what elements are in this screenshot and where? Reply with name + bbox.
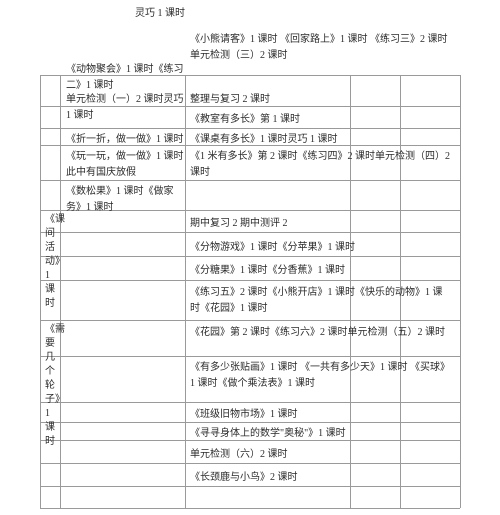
hline-9 xyxy=(40,280,460,281)
hline-11 xyxy=(40,356,460,357)
right-r8: 《分糖果》1 课时《分香蕉》1 课时 xyxy=(190,263,410,279)
top-lingqiao: 灵巧 1 课时 xyxy=(135,6,185,22)
hline-7 xyxy=(40,232,460,233)
hline-12 xyxy=(40,402,460,403)
right-r14: 单元检测（六）2 课时 xyxy=(190,447,410,463)
right-r3: 《课桌有多长》1 课时灵巧 1 课时 xyxy=(190,132,345,148)
vline-narrow xyxy=(60,75,61,508)
vline-mid xyxy=(185,75,186,508)
right-r13: 《寻寻身体上的数学"奥秘"》1 课时 xyxy=(190,426,450,442)
hline-10 xyxy=(40,320,460,321)
right-r10: 《花园》第 2 课时《练习六》2 课时单元检测（五）2 课时 xyxy=(190,325,450,341)
right-r9: 《练习五》2 课时《小熊开店》1 课时《快乐的动物》1 课时《花园》1 课时 xyxy=(190,285,450,316)
vline-left xyxy=(40,75,41,508)
left-r4: 《玩一玩，做一做》1 课时此中有国庆放假 xyxy=(66,149,184,180)
top-line2: 《小熊请客》1 课时 《回家路上》1 课时 《练习三》2 课时 单元检测（三）2… xyxy=(190,32,450,63)
left-r5: 《数松果》1 课时《做家务》1 课时 xyxy=(66,184,184,215)
right-r1: 整理与复习 2 课时 xyxy=(190,92,345,108)
hline-17 xyxy=(40,508,460,509)
hline-16 xyxy=(40,486,460,487)
right-r11: 《有多少张贴画》1 课时 《一共有多少天》1 课时 《买球》1 课时《做个乘法表… xyxy=(190,360,450,391)
left-r3: 《折一折，做一做》1 课时 xyxy=(66,132,184,148)
vertical-2: 《需要几个轮子》1课时 xyxy=(45,323,57,449)
right-r12: 《班级旧物市场》1 课时 xyxy=(190,407,410,423)
vertical-1: 《课间活动》1课时 xyxy=(45,213,57,311)
right-r15: 《长颈鹿与小鸟》2 课时 xyxy=(190,470,410,486)
schedule-table: 灵巧 1 课时 《小熊请客》1 课时 《回家路上》1 课时 《练习三》2 课时 … xyxy=(0,0,500,515)
right-r7: 《分物游戏》1 课时《分苹果》1 课时 xyxy=(190,240,410,256)
right-r4: 《1 米有多长》第 2 课时《练习四》2 课时单元检测（四）2 课时 xyxy=(190,149,450,180)
left-r1: 《动物聚会》1 课时《练习二》1 课时 xyxy=(66,62,184,93)
hline-5 xyxy=(40,180,460,181)
hline-3 xyxy=(40,128,460,129)
hline-15 xyxy=(40,463,460,464)
vline-right xyxy=(460,75,461,508)
hline-8 xyxy=(40,256,460,257)
right-r2: 《教室有多长》第 1 课时 xyxy=(190,112,345,128)
left-r2: 单元检测（一）2 课时灵巧 1 课时 xyxy=(66,92,184,123)
right-r6: 期中复习 2 期中测评 2 xyxy=(190,216,345,232)
